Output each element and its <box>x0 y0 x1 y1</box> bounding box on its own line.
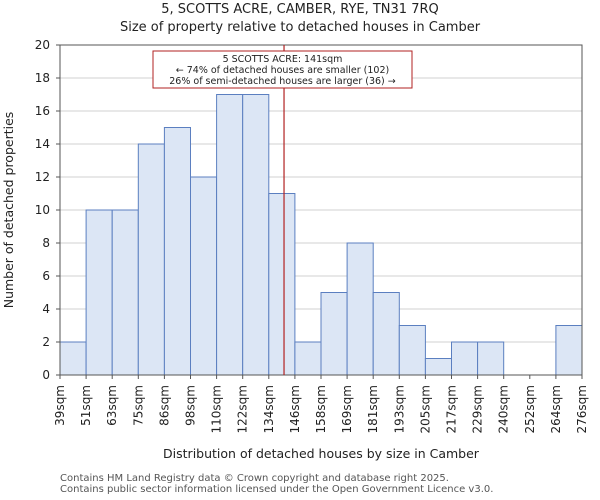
x-tick-label: 240sqm <box>497 385 511 433</box>
bar <box>242 94 270 376</box>
footer-copyright: Contains HM Land Registry data © Crown c… <box>60 473 449 484</box>
x-tick-label: 86sqm <box>157 385 171 426</box>
x-tick-label: 110sqm <box>210 385 224 433</box>
y-tick-label: 6 <box>42 269 50 283</box>
bar <box>372 292 400 376</box>
annotation-line: 5 SCOTTS ACRE: 141sqm <box>223 54 343 65</box>
bars <box>59 94 583 376</box>
bar <box>346 242 374 376</box>
x-axis-label: Distribution of detached houses by size … <box>163 446 480 461</box>
footer-licence: Contains public sector information licen… <box>60 484 494 495</box>
x-tick-label: 229sqm <box>471 385 485 433</box>
bar <box>163 127 191 376</box>
x-tick-label: 134sqm <box>262 385 276 433</box>
x-axis-ticks: 39sqm 51sqm 63sqm 75sqm 86sqm 98sqm 110sqm 122s… <box>53 375 589 433</box>
x-tick-label: 75sqm <box>131 385 145 426</box>
annotation-box: 5 SCOTTS ACRE: 141sqm← 74% of detached h… <box>152 50 413 89</box>
y-tick-label: 14 <box>35 137 50 151</box>
bar <box>398 325 426 376</box>
x-tick-label: 146sqm <box>288 385 302 433</box>
y-tick-label: 0 <box>42 368 50 382</box>
x-tick-label: 217sqm <box>445 385 459 433</box>
y-axis-label: Number of detached properties <box>1 112 16 309</box>
y-tick-label: 18 <box>35 71 50 85</box>
x-tick-label: 276sqm <box>575 385 589 433</box>
x-tick-label: 158sqm <box>314 385 328 433</box>
y-tick-label: 8 <box>42 236 50 250</box>
x-tick-label: 205sqm <box>418 385 432 433</box>
y-tick-label: 20 <box>35 38 50 52</box>
annotation-line: ← 74% of detached houses are smaller (10… <box>176 65 389 76</box>
bar <box>320 292 348 376</box>
y-axis-ticks: 0 2 4 6 8 10 12 14 16 18 20 <box>35 38 60 382</box>
x-tick-label: 193sqm <box>392 385 406 433</box>
histogram-chart: 0 2 4 6 8 10 12 14 16 18 20 39sqm 51sqm 63sqm 75sqm 86… <box>1 38 589 461</box>
annotation-line: 26% of semi-detached houses are larger (… <box>169 76 396 87</box>
bar <box>216 94 244 376</box>
bar <box>137 143 165 376</box>
bar <box>477 341 505 376</box>
bar <box>190 176 218 376</box>
x-tick-label: 181sqm <box>366 385 380 433</box>
annotation-frame <box>152 50 413 89</box>
y-tick-label: 12 <box>35 170 50 184</box>
x-tick-label: 252sqm <box>523 385 537 433</box>
x-tick-label: 98sqm <box>184 385 198 426</box>
bar <box>59 341 87 376</box>
y-tick-label: 16 <box>35 104 50 118</box>
bar <box>424 358 452 376</box>
bar <box>85 209 113 376</box>
bar <box>555 325 583 376</box>
bar <box>268 193 296 376</box>
y-tick-label: 4 <box>42 302 50 316</box>
y-tick-label: 10 <box>35 203 50 217</box>
x-tick-label: 63sqm <box>105 385 119 426</box>
chart-title: 5, SCOTTS ACRE, CAMBER, RYE, TN31 7RQ <box>161 2 439 17</box>
x-tick-label: 122sqm <box>236 385 250 433</box>
chart-subtitle: Size of property relative to detached ho… <box>119 20 481 35</box>
x-tick-label: 51sqm <box>79 385 93 426</box>
bar <box>451 341 479 376</box>
bar <box>294 341 322 376</box>
x-tick-label: 39sqm <box>53 385 67 426</box>
bar <box>111 209 139 376</box>
x-tick-label: 264sqm <box>549 385 563 433</box>
x-tick-label: 169sqm <box>340 385 354 433</box>
y-tick-label: 2 <box>42 335 50 349</box>
